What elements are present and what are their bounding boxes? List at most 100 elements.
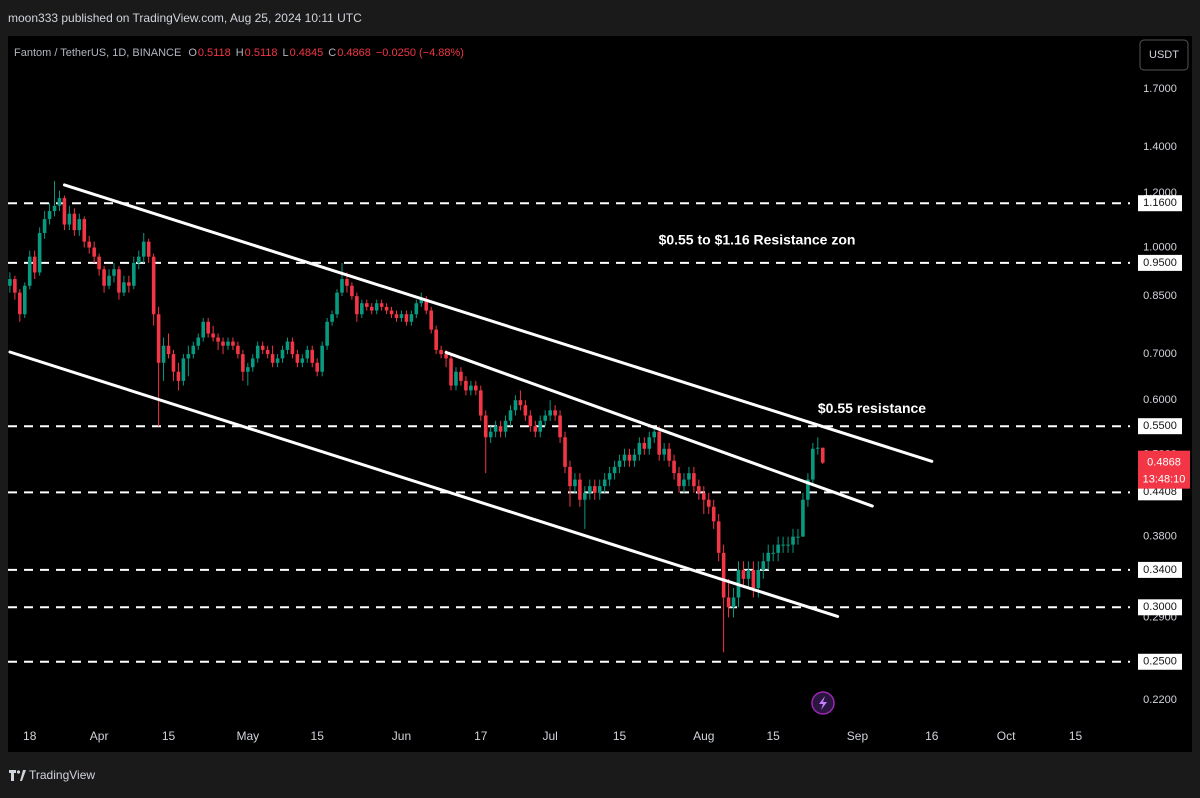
candle-body xyxy=(592,486,597,493)
candle-body xyxy=(132,262,136,286)
candle-body xyxy=(751,569,756,589)
candle-body xyxy=(216,337,220,342)
candle-body xyxy=(335,292,339,315)
symbol: Fantom / TetherUS, 1D, BINANCE xyxy=(14,47,181,59)
candle-body xyxy=(563,437,567,467)
candle-body xyxy=(87,241,92,248)
candle-body xyxy=(107,275,111,286)
candle-body xyxy=(72,213,77,231)
level-label: 0.9500 xyxy=(1143,257,1177,269)
candle-body xyxy=(503,420,508,432)
candle-body xyxy=(211,333,215,338)
level-label-box xyxy=(1138,195,1182,212)
trend-line xyxy=(8,350,840,618)
candle-body xyxy=(573,479,577,487)
candle-body xyxy=(369,306,374,311)
candle-body xyxy=(330,314,334,322)
candle-body xyxy=(384,306,389,311)
candle-body xyxy=(285,341,290,350)
candle-body xyxy=(488,431,493,438)
candle-body xyxy=(761,561,766,570)
candle-body xyxy=(533,426,538,432)
candle-body xyxy=(360,303,364,315)
level-label: 0.4408 xyxy=(1143,486,1177,498)
candle-body xyxy=(528,415,533,427)
candle-body xyxy=(518,400,523,406)
candle-body xyxy=(191,345,196,355)
legend-label: O xyxy=(188,47,197,59)
candle-body xyxy=(588,486,592,493)
candle-body xyxy=(478,390,483,416)
candle-body xyxy=(374,303,379,311)
candle-body xyxy=(483,415,488,438)
candle-body xyxy=(692,473,696,487)
candle-body xyxy=(776,544,780,553)
candle-body xyxy=(746,569,751,579)
candle-body xyxy=(156,314,161,363)
candle-body xyxy=(667,448,671,461)
candle-body xyxy=(320,345,324,372)
candle-body xyxy=(657,431,661,455)
candle-body xyxy=(42,219,47,233)
candle-body xyxy=(295,354,300,363)
candle-body xyxy=(201,321,206,338)
candle-body xyxy=(820,447,825,463)
candle-body xyxy=(558,415,562,438)
candle-body xyxy=(186,354,191,359)
candle-body xyxy=(637,442,642,455)
x-tick-label: Aug xyxy=(693,729,714,743)
legend-value: 0.5118 xyxy=(245,47,278,59)
candle-body xyxy=(300,358,305,363)
candle-body xyxy=(112,269,116,276)
legend-label: C xyxy=(328,47,336,59)
candle-body xyxy=(687,473,691,480)
candle-body xyxy=(454,371,458,386)
currency[interactable]: USDT xyxy=(1149,49,1179,61)
logo-part xyxy=(11,770,14,781)
candle-body xyxy=(508,410,513,421)
candle-body xyxy=(275,358,280,363)
level-label: 0.5500 xyxy=(1143,420,1177,432)
candle-body xyxy=(711,506,716,522)
x-tick-label: 18 xyxy=(23,729,37,743)
candle-body xyxy=(622,454,627,461)
legend-value: 0.4868 xyxy=(337,47,371,59)
candle-body xyxy=(32,256,37,273)
candle-body xyxy=(796,536,800,538)
level-label: 0.3400 xyxy=(1143,564,1177,576)
candle-body xyxy=(597,486,602,493)
candle-body xyxy=(731,597,736,608)
candle-body xyxy=(672,460,676,474)
candle-body xyxy=(617,460,622,467)
candle-body xyxy=(231,341,235,346)
candle-body xyxy=(345,279,349,286)
candle-body xyxy=(52,205,57,212)
candle-body xyxy=(662,448,666,455)
y-tick-label: 0.6000 xyxy=(1143,394,1177,406)
candle-body xyxy=(647,437,652,449)
price-tag xyxy=(1138,450,1190,489)
candle-body xyxy=(47,211,52,220)
candle-body xyxy=(677,473,681,487)
y-tick-label: 0.8500 xyxy=(1143,290,1177,302)
candle-body xyxy=(429,310,434,330)
y-tick-label: 0.2200 xyxy=(1143,694,1177,706)
x-tick-label: 15 xyxy=(1069,729,1083,743)
legend: Fantom / TetherUS, 1D, BINANCE O 0.5118 H 0.… xyxy=(14,47,464,59)
candle-body xyxy=(127,282,131,286)
candle-body xyxy=(449,358,453,386)
level-label: 0.2500 xyxy=(1143,656,1177,668)
plot xyxy=(8,180,1130,663)
x-tick-label: 15 xyxy=(613,729,627,743)
x-tick-label: Apr xyxy=(90,729,109,743)
candle-body xyxy=(290,341,295,355)
candle-body xyxy=(706,499,711,507)
candle-body xyxy=(578,479,582,500)
candle-body xyxy=(67,213,72,225)
trend-line xyxy=(444,350,874,508)
y-tick-label: 0.3800 xyxy=(1143,531,1177,543)
currency-button[interactable] xyxy=(1139,39,1189,71)
legend-label: H xyxy=(236,47,244,59)
